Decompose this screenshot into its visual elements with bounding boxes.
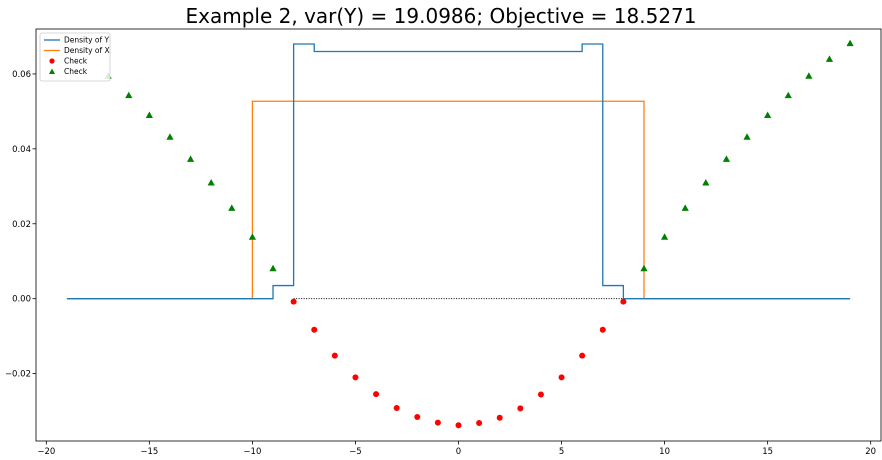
- check-circle-point: [599, 326, 606, 333]
- check-circle-point: [414, 414, 421, 421]
- check-circle-point: [620, 298, 627, 305]
- check-circle-point: [476, 420, 483, 427]
- legend-label: Density of X: [64, 46, 110, 55]
- x-tick-label: 0: [456, 447, 461, 457]
- check-circle-point: [434, 419, 441, 426]
- check-triangle-point: [228, 204, 236, 211]
- check-triangle-point: [166, 133, 174, 140]
- legend-label: Check: [64, 57, 88, 66]
- x-tick-label: 10: [659, 447, 670, 457]
- check-circle-point: [290, 298, 297, 305]
- check-circle-point: [455, 422, 462, 429]
- check-triangle-point: [125, 91, 133, 99]
- y-tick-label: −0.02: [5, 370, 31, 380]
- y-tick-label: 0.04: [12, 145, 31, 155]
- plot-frame: [35, 28, 882, 442]
- check-circle-point: [393, 405, 400, 412]
- x-tick-label: −5: [349, 447, 362, 457]
- check-triangle-point: [145, 111, 153, 119]
- check-triangle-point: [702, 178, 710, 186]
- check-circle-point: [311, 326, 318, 333]
- legend-label: Density of Y: [64, 36, 110, 45]
- series-line-density-of-y: [66, 43, 851, 300]
- x-tick-label: −15: [140, 447, 158, 457]
- y-tick-label: 0.00: [12, 295, 31, 305]
- check-triangle-point: [248, 233, 257, 240]
- check-triangle-point: [660, 233, 669, 240]
- x-tick-label: 20: [865, 447, 876, 457]
- check-triangle-point: [805, 72, 813, 79]
- check-triangle-point: [186, 155, 195, 162]
- check-circle-point: [517, 405, 524, 412]
- check-triangle-point: [640, 264, 648, 272]
- x-tick-label: −20: [37, 447, 55, 457]
- check-triangle-point: [722, 155, 731, 162]
- check-triangle-point: [764, 111, 772, 119]
- check-circle-point: [331, 352, 338, 359]
- check-triangle-point: [269, 264, 277, 272]
- y-tick-label: 0.06: [12, 70, 31, 80]
- check-triangle-point: [743, 133, 751, 140]
- legend-box: [39, 32, 111, 82]
- check-triangle-point: [825, 55, 834, 62]
- series-line-density-of-x: [66, 100, 851, 300]
- check-circle-point: [373, 391, 380, 398]
- check-circle-point: [537, 391, 544, 398]
- legend-swatch-circle: [49, 58, 55, 64]
- chart-title: Example 2, var(Y) = 19.0986; Objective =…: [185, 4, 697, 28]
- legend-swatch-triangle: [49, 68, 55, 74]
- legend-label: Check: [64, 67, 88, 76]
- check-circle-point: [558, 374, 565, 381]
- check-triangle-point: [846, 39, 854, 47]
- x-tick-label: 5: [559, 447, 564, 457]
- check-triangle-point: [207, 178, 215, 186]
- y-tick-label: 0.02: [12, 220, 31, 230]
- check-triangle-point: [681, 204, 689, 211]
- check-circle-point: [352, 374, 359, 381]
- x-tick-label: −10: [243, 447, 261, 457]
- x-tick-label: 15: [762, 447, 773, 457]
- check-circle-point: [579, 352, 586, 359]
- check-triangle-point: [784, 91, 792, 99]
- check-circle-point: [496, 414, 503, 421]
